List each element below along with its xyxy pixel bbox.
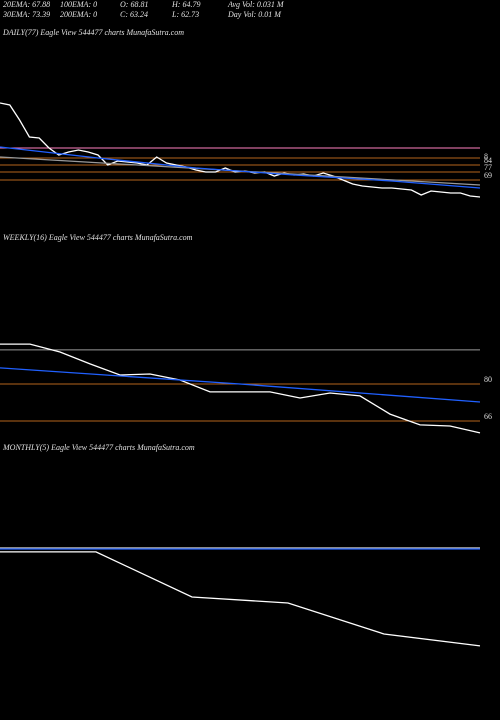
- header-stat: 200EMA: 0: [60, 10, 97, 19]
- series-line: [0, 367, 481, 403]
- header-stat: 100EMA: 0: [60, 0, 97, 9]
- panel-title: MONTHLY(5) Eagle View 544477 charts Muna…: [2, 443, 195, 452]
- price-label: 69: [484, 171, 492, 180]
- price-label: 84: [484, 156, 492, 165]
- price-label: 66: [484, 412, 492, 421]
- header-stat: Avg Vol: 0.031 M: [227, 0, 285, 9]
- price-label: 77: [484, 163, 492, 172]
- annotation: 8: [484, 152, 488, 161]
- header-stat: C: 63.24: [120, 10, 148, 19]
- series-line: [0, 551, 481, 647]
- series-line: [0, 146, 481, 189]
- panel-title: DAILY(77) Eagle View 544477 charts Munaf…: [2, 28, 184, 37]
- series-line: [0, 343, 481, 434]
- header-stat: 20EMA: 67.88: [3, 0, 50, 9]
- header-stat: L: 62.73: [171, 10, 199, 19]
- header-stat: O: 68.81: [120, 0, 148, 9]
- panel-title: WEEKLY(16) Eagle View 544477 charts Muna…: [3, 233, 193, 242]
- header-stat: H: 64.79: [171, 0, 200, 9]
- header-stat: 30EMA: 73.39: [2, 10, 50, 19]
- price-label: 80: [484, 375, 492, 384]
- header-stat: Day Vol: 0.01 M: [227, 10, 282, 19]
